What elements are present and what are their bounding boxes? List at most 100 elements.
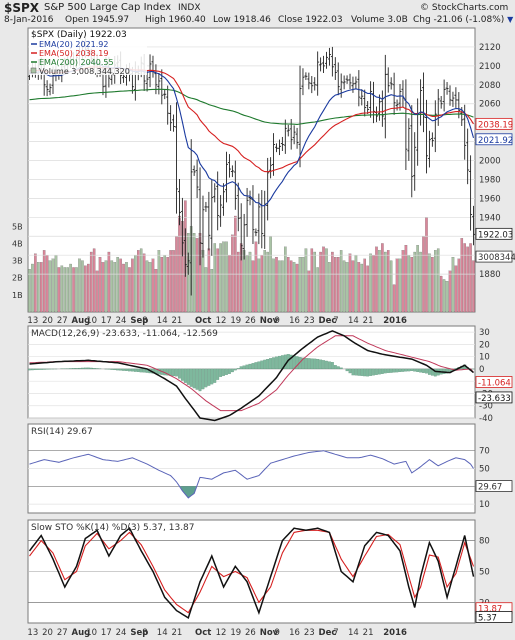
- volume-bar: [301, 257, 305, 313]
- macd-histogram-bar: [310, 358, 314, 370]
- volume-bar: [384, 251, 387, 313]
- price-x-label: 19: [230, 316, 241, 326]
- volume-bar: [142, 253, 146, 313]
- volume-bar: [113, 262, 117, 313]
- volume-bar: [366, 265, 369, 313]
- macd-histogram-bar: [425, 368, 428, 374]
- volume-bar: [307, 270, 311, 313]
- volume-bar: [257, 258, 261, 313]
- sto-x-label: Aug: [72, 628, 91, 638]
- volume-bar: [236, 251, 240, 313]
- sto-x-label: 19: [230, 628, 241, 638]
- macd-histogram-bar: [201, 368, 205, 390]
- price-tick-label: 2060: [479, 100, 501, 110]
- volume-tick-label: 1B: [12, 291, 23, 300]
- volume-bar: [213, 243, 217, 313]
- high-label: High 1960.40: [145, 15, 206, 25]
- volume-bar: [234, 215, 237, 313]
- volume-bar: [281, 260, 284, 313]
- macd-histogram-bar: [313, 358, 317, 370]
- volume-bar: [81, 260, 84, 313]
- volume-bar: [201, 250, 205, 313]
- volume-bar: [248, 251, 252, 313]
- volume-bar: [222, 241, 225, 313]
- price-x-label: 14: [157, 316, 168, 326]
- volume-tick-label: 3B: [12, 257, 23, 266]
- volume-bar: [37, 262, 40, 313]
- volume-bar: [178, 215, 181, 313]
- sto-d-line: [29, 529, 475, 614]
- volume-bar: [472, 260, 475, 313]
- volume-bar: [122, 263, 125, 313]
- ema50-legend-label: EMA(50) 2038.19: [39, 49, 108, 58]
- volume-bar: [431, 257, 434, 313]
- macd-histogram-bar: [228, 368, 231, 374]
- volume-bar: [242, 250, 246, 313]
- volume-bar: [442, 279, 446, 313]
- volume-bar: [78, 258, 81, 313]
- date-label: 8-Jan-2016: [4, 15, 54, 25]
- macd-histogram-bar: [257, 361, 261, 370]
- volume-bar: [31, 263, 34, 313]
- macd-histogram-bar: [183, 368, 187, 383]
- ema200-line: [29, 88, 474, 125]
- macd-histogram-bar: [42, 368, 46, 370]
- volume-bar: [131, 258, 134, 313]
- sto-x-label: 24: [116, 628, 127, 638]
- price-x-label: 23: [304, 316, 315, 326]
- volume-bar: [416, 245, 419, 313]
- volume-bar: [325, 248, 328, 313]
- volume-bar: [119, 258, 122, 313]
- macd-histogram-bar: [175, 368, 178, 377]
- macd-histogram-bar: [33, 368, 37, 371]
- sto-x-label: 21: [172, 628, 183, 638]
- volume-bar: [204, 267, 208, 313]
- macd-legend-label: MACD(12,26,9) -23.633, -11.064, -12.569: [31, 329, 218, 339]
- volume-bar: [313, 251, 317, 313]
- volume-bar: [334, 257, 337, 313]
- sto-x-label: 20: [42, 628, 53, 638]
- macd-histogram-bar: [204, 368, 208, 388]
- volume-bar: [69, 263, 72, 313]
- volume-bar: [116, 257, 119, 313]
- volume-bar: [28, 269, 31, 313]
- price-x-label: 20: [42, 316, 53, 326]
- price-x-label: 8: [142, 316, 147, 326]
- sto-tick-label: 80: [479, 537, 490, 547]
- macd-histogram-bar: [225, 368, 228, 375]
- svg-text:-11.064: -11.064: [478, 379, 511, 389]
- volume-bar: [304, 248, 308, 313]
- volume-bar: [436, 248, 440, 313]
- price-x-label: 27: [57, 316, 68, 326]
- macd-histogram-bar: [354, 368, 358, 376]
- macd-histogram-bar: [363, 368, 367, 377]
- price-tick-label: 2100: [479, 62, 501, 72]
- volume-bar: [348, 253, 352, 313]
- macd-histogram-bar: [236, 368, 240, 370]
- sto-value-tag: 5.37: [475, 611, 513, 623]
- macd-histogram-bar: [398, 368, 402, 372]
- volume-tick-label: 4B: [12, 239, 23, 248]
- volume-bar: [166, 257, 169, 313]
- volume-bar: [428, 253, 431, 313]
- volume-bar: [331, 251, 334, 313]
- macd-histogram-bar: [157, 368, 161, 375]
- macd-value-tag: -11.064: [475, 376, 513, 389]
- volume-bar: [254, 241, 258, 313]
- macd-histogram-bar: [36, 368, 40, 370]
- exchange-label: INDX: [178, 3, 201, 13]
- volume-bar: [407, 255, 411, 313]
- volume-bar: [392, 284, 396, 313]
- price-value-tag: 1922.03: [475, 227, 513, 240]
- macd-histogram-bar: [80, 367, 84, 370]
- open-label: Open 1945.97: [65, 15, 130, 25]
- price-x-label: 12: [216, 316, 227, 326]
- macd-histogram-bar: [122, 368, 125, 371]
- volume-bar: [151, 258, 155, 313]
- sto-x-label: 26: [245, 628, 256, 638]
- macd-histogram-bar: [172, 368, 175, 377]
- volume-bar: [460, 238, 464, 313]
- volume-bar: [63, 267, 67, 313]
- volume-bar: [107, 251, 111, 313]
- volume-bar: [395, 258, 399, 313]
